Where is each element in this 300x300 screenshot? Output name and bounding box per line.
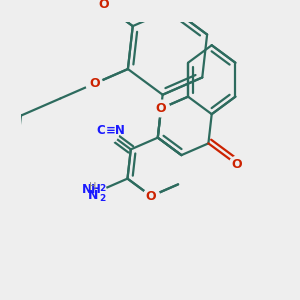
Text: O: O (98, 0, 109, 11)
Text: O: O (232, 158, 242, 171)
Text: H: H (89, 182, 97, 192)
Text: O: O (89, 77, 100, 90)
Text: N: N (88, 189, 98, 202)
Text: 2: 2 (99, 194, 105, 203)
Text: NH: NH (82, 183, 102, 196)
Text: 2: 2 (99, 184, 105, 193)
Text: C: C (96, 124, 105, 136)
Text: O: O (156, 102, 167, 115)
Text: O: O (146, 190, 157, 202)
Text: ≡N: ≡N (106, 124, 126, 136)
